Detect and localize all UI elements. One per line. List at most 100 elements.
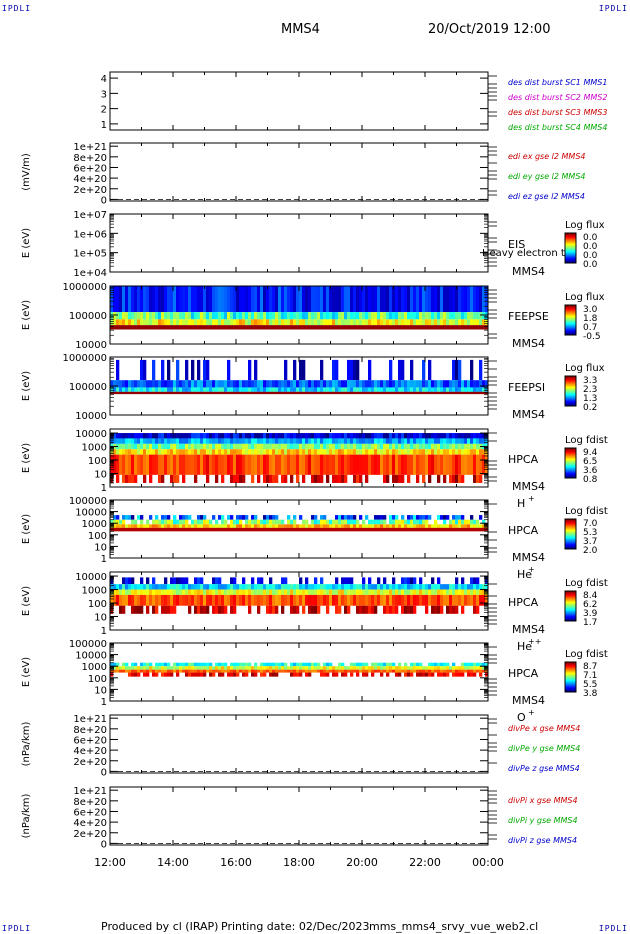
spectrogram-cell [155,433,159,439]
spectrogram-cell [236,312,240,320]
spectrogram-cell [203,527,207,532]
spectrogram-cell [233,474,237,483]
spectrogram-cell [437,589,441,595]
spectrogram-cell [236,589,240,595]
spectrogram-cell [275,443,279,450]
spectrogram-cell [461,443,465,450]
spectrogram-cell [299,662,303,667]
spectrogram-cell [311,319,315,326]
spectrogram-cell [347,387,351,392]
spectrogram-cell [161,584,165,590]
spectrogram-cell [353,584,357,590]
spectrogram-cell [266,443,270,450]
spectrogram-cell [215,387,219,392]
spectrogram-cell [410,669,414,673]
spectrogram-cell [308,387,312,392]
spectrogram-cell [248,666,252,670]
spectrogram-cell [482,387,486,392]
spectrogram-cell [158,438,162,444]
spectrogram-cell [335,515,339,520]
y-tick-label: 2e+20 [73,829,107,840]
spectrogram-cell [269,454,273,475]
spectrogram-cell [221,325,225,330]
spectrogram-cell [170,312,174,320]
spectrogram-cell [398,589,402,595]
spectrogram-cell [197,672,201,677]
time-axis-label: 14:00 [157,856,189,869]
spectrogram-cell [422,312,426,320]
spectrogram-cell [194,594,198,606]
spectrogram-cell [272,515,276,520]
spectrogram-cell [188,527,192,532]
spectrogram-cell [122,433,126,439]
spectrogram-cell [155,519,159,525]
spectrogram-cell [389,524,393,528]
spectrogram-cell [479,391,483,395]
spectrogram-cell [317,589,321,595]
spectrogram-cell [332,666,336,670]
y-axis-label: E (eV) [21,586,32,616]
spectrogram-cell [422,474,426,483]
spectrogram-cell [347,433,351,439]
spectrogram-cell [227,666,231,670]
spectrogram-cell [212,380,216,388]
spectrogram-cell [389,391,393,395]
spectrogram-cell [302,449,306,455]
spectrogram-cell [359,662,363,667]
colorbar-cell [565,307,576,309]
spectrogram-cell [449,449,453,455]
spectrogram-cell [152,454,156,475]
spectrogram-cell [308,286,312,313]
spectrogram-cell [263,454,267,475]
spectrogram-cell [155,662,159,667]
spectrogram-cell [266,519,270,525]
spectrogram-cell [284,594,288,606]
spectrogram-cell [419,669,423,673]
spectrogram-cell [203,359,207,381]
spectrogram-cell [176,669,180,673]
spectrogram-cell [452,286,456,313]
spectrogram-cell [440,515,444,520]
spectrogram-cell [287,454,291,475]
spectrogram-cell [137,312,141,320]
spectrogram-cell [431,605,435,614]
spectrogram-cell [359,524,363,528]
spectrogram-cell [341,584,345,590]
spectrogram-cell [302,584,306,590]
spectrogram-cell [341,449,345,455]
spectrogram-cell [425,312,429,320]
spectrogram-cell [290,605,294,614]
spectrogram-cell [173,443,177,450]
spectrogram-cell [443,438,447,444]
spectrogram-cell [194,438,198,444]
spectrogram-cell [467,662,471,667]
spectrogram-cell [230,433,234,439]
spectrogram-cell [401,387,405,392]
colorbar-label: 3.8 [583,689,598,699]
spectrogram-cell [446,605,450,614]
spectrogram-cell [383,605,387,614]
spectrogram-cell [290,387,294,392]
spectrogram-cell [440,662,444,667]
spectrogram-cell [242,594,246,606]
spectrogram-cell [260,577,264,585]
spectrogram-cell [461,515,465,520]
spectrogram-cell [413,391,417,395]
spectrogram-cell [122,449,126,455]
spectrogram-cell [275,438,279,444]
spectrogram-cell [281,605,285,614]
spectrogram-cell [179,589,183,595]
legend-entry: des dist burst SC4 MMS4 [508,123,607,132]
spectrogram-cell [167,438,171,444]
colorbar-cell [565,535,576,537]
spectrogram-cell [218,672,222,677]
y-tick-label: 0 [101,767,107,778]
spectrogram-cell [143,380,147,388]
spectrogram-cell [212,443,216,450]
spectrogram-cell [188,662,192,667]
spectrogram-cell [467,319,471,326]
spectrogram-cell [236,519,240,525]
spectrogram-cell [212,672,216,677]
spectrogram-cell [146,380,150,388]
spectrogram-cell [176,474,180,483]
